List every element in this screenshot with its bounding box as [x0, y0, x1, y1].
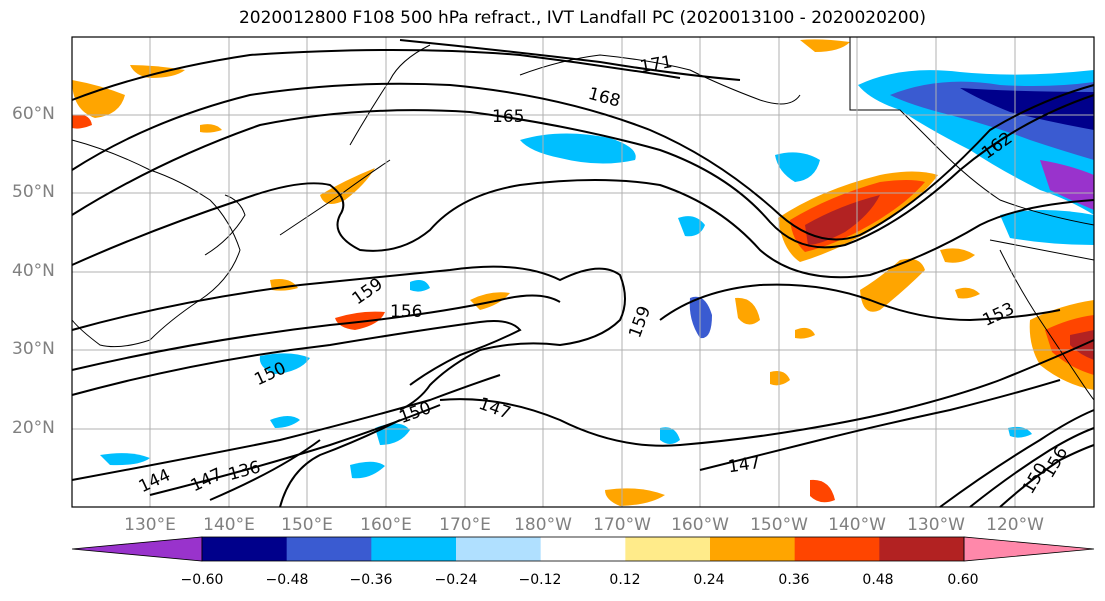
colorbar-tick-label: 0.60 — [947, 572, 979, 588]
colorbar-tick-label: −0.48 — [265, 572, 309, 588]
lon-label: 150°W — [750, 515, 808, 535]
colorbar-tick-label: −0.60 — [180, 572, 224, 588]
colorbar-segment — [879, 537, 965, 561]
lat-label: 30°N — [12, 339, 55, 359]
colorbar-tick-label: −0.24 — [434, 572, 478, 588]
colorbar-tick-label: 0.36 — [778, 572, 810, 588]
lon-label: 140°W — [828, 515, 886, 535]
lat-label: 50°N — [12, 182, 55, 202]
lon-label: 130°W — [907, 515, 965, 535]
colorbar-extend-low — [71, 536, 203, 562]
lon-label: 140°E — [203, 515, 255, 535]
contour-label: 165 — [492, 107, 524, 127]
lon-label: 150°E — [281, 515, 333, 535]
lon-label: 170°W — [593, 515, 651, 535]
colorbar-extend-high — [963, 536, 1095, 562]
lon-label: 160°W — [671, 515, 729, 535]
contour-label: 156 — [390, 302, 422, 322]
colorbar-tick-label: −0.36 — [349, 572, 393, 588]
colorbar-tick-label: 0.48 — [862, 572, 894, 588]
colorbar-segment — [794, 537, 880, 561]
colorbar-segment — [371, 537, 457, 561]
colorbar-segment — [625, 537, 711, 561]
lon-label: 160°E — [360, 515, 412, 535]
colorbar-border — [201, 536, 965, 562]
colorbar-segment — [540, 537, 626, 561]
lon-label: 180°W — [514, 515, 572, 535]
lat-label: 60°N — [12, 104, 55, 124]
contour-label: 147 — [727, 453, 762, 477]
lon-label: 130°E — [124, 515, 176, 535]
colorbar — [71, 536, 1095, 562]
colorbar-segment — [710, 537, 796, 561]
lon-label: 170°E — [439, 515, 491, 535]
colorbar-segment — [456, 537, 542, 561]
colorbar-tick-label: −0.12 — [518, 572, 562, 588]
refractivity-contours — [71, 39, 1095, 508]
colorbar-tick-label: 0.12 — [609, 572, 641, 588]
map-title: 2020012800 F108 500 hPa refract., IVT La… — [238, 8, 926, 28]
map-frame — [71, 36, 1095, 508]
colorbar-tick-label: 0.24 — [693, 572, 725, 588]
lat-label: 40°N — [12, 261, 55, 281]
lon-label: 120°W — [986, 515, 1044, 535]
lat-label: 20°N — [12, 418, 55, 438]
colorbar-segment — [202, 537, 288, 561]
colorbar-segment — [286, 537, 372, 561]
